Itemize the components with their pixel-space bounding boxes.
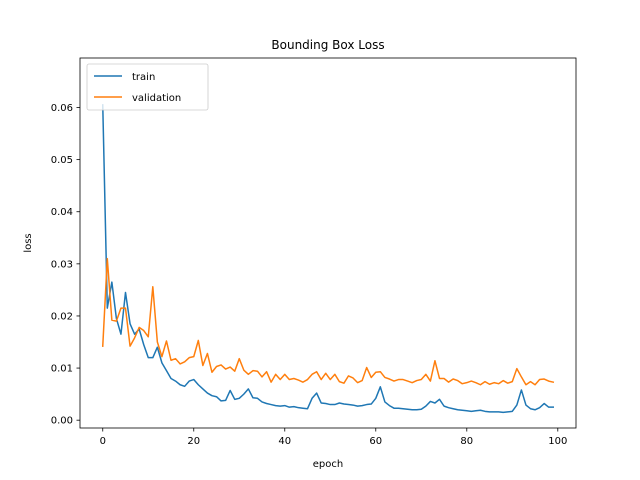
legend: train validation (86, 63, 209, 111)
y-axis-label: loss (23, 233, 34, 252)
x-tick-label: 20 (187, 436, 200, 447)
series-line-train (101, 104, 554, 414)
legend-label-train: train (132, 72, 155, 83)
series-line-validation (101, 257, 555, 386)
plot-frame (79, 57, 577, 429)
y-tick-label: 0.00 (51, 416, 73, 427)
plot-lines (101, 104, 555, 414)
y-axis: 0.00 0.01 0.02 0.03 0.04 0.05 0.06 (51, 103, 80, 427)
y-tick-label: 0.02 (51, 311, 73, 322)
x-axis-label: epoch (313, 459, 343, 470)
y-tick-label: 0.04 (51, 207, 73, 218)
x-tick-label: 80 (460, 436, 473, 447)
x-axis: 0 20 40 60 80 100 (100, 428, 567, 447)
y-tick-label: 0.06 (51, 103, 73, 114)
y-tick-label: 0.03 (51, 259, 73, 270)
x-tick-label: 0 (100, 436, 106, 447)
y-tick-label: 0.05 (51, 155, 73, 166)
chart-title: Bounding Box Loss (271, 38, 384, 52)
x-tick-label: 100 (548, 436, 567, 447)
x-tick-label: 60 (369, 436, 382, 447)
x-tick-label: 40 (278, 436, 291, 447)
y-tick-label: 0.01 (51, 364, 73, 375)
legend-label-validation: validation (132, 93, 181, 104)
